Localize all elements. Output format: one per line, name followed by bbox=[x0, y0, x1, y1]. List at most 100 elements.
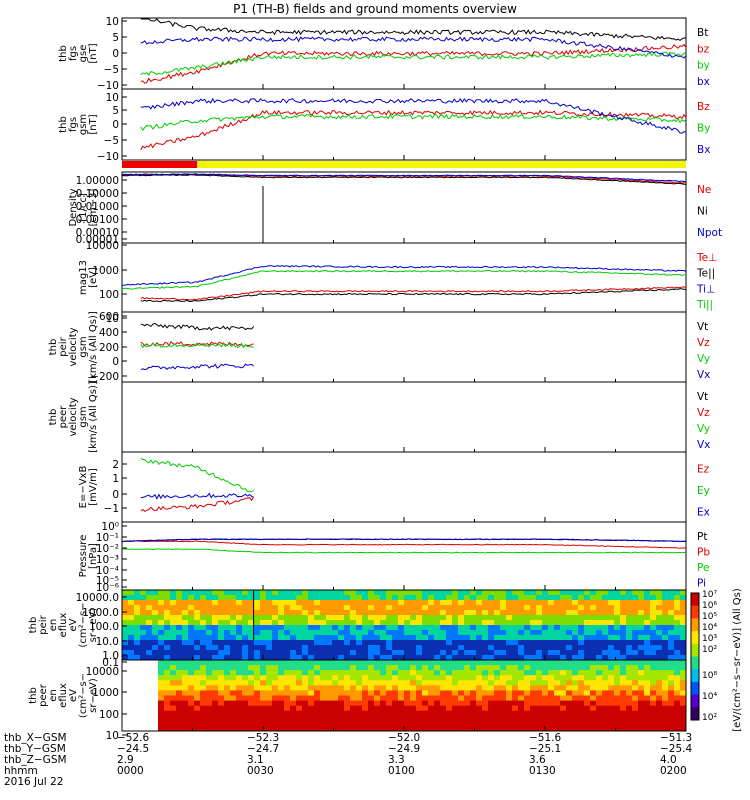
y-tick-label: 5 bbox=[112, 32, 119, 44]
colorbar-tick: 10⁶ bbox=[702, 601, 717, 611]
y-axis-label: thb bbox=[28, 617, 39, 634]
colorbar-label: [eV/(cm²−s−sr−eV)] (All Qs) bbox=[732, 588, 743, 732]
x-tick-y-gsm: −25.4 bbox=[660, 743, 692, 755]
series-pressure-Pi bbox=[121, 538, 687, 543]
legend-entry: bz bbox=[697, 43, 710, 55]
x-tick-hhmm: 0130 bbox=[529, 765, 556, 777]
series-peir_velocity-Vy bbox=[140, 342, 254, 349]
series-temperature-Ti|| bbox=[121, 269, 687, 290]
legend-entry: Vx bbox=[697, 439, 710, 451]
y-axis-label: [cm−3] bbox=[88, 189, 99, 227]
colorbar-tick: 10² bbox=[702, 645, 717, 655]
series-pressure-Pb bbox=[121, 540, 687, 549]
y-tick-label: 0 bbox=[112, 48, 119, 60]
x-tick-hhmm: 0100 bbox=[388, 765, 415, 777]
y-tick-label: 10000 bbox=[86, 240, 119, 252]
y-tick-label: 1.00000 bbox=[76, 175, 119, 187]
legend-entry: Pi bbox=[697, 577, 706, 589]
panel-frame bbox=[121, 17, 687, 90]
y-axis-label: [nT] bbox=[88, 114, 99, 134]
panel-frame bbox=[121, 521, 687, 591]
x-tick-x-gsm: −52.6 bbox=[117, 732, 149, 744]
x-tick-z-gsm: 3.6 bbox=[529, 754, 546, 766]
y-axis-label: [mV/m] bbox=[88, 468, 99, 506]
y-tick-label: 0 bbox=[112, 356, 119, 368]
x-tick-z-gsm: 4.0 bbox=[660, 754, 677, 766]
legend-entry: Ez bbox=[697, 464, 710, 476]
y-tick-label: 10⁻⁴ bbox=[96, 565, 119, 577]
panel-frame bbox=[121, 451, 687, 523]
y-tick-label: 10 bbox=[106, 92, 119, 104]
y-tick-label: 1000 bbox=[92, 265, 119, 277]
y-axis-label: gsm bbox=[78, 114, 89, 135]
y-axis-label: eflux bbox=[58, 613, 69, 638]
mode-bar-segment bbox=[122, 161, 198, 168]
x-tick-y-gsm: −25.1 bbox=[529, 743, 561, 755]
y-axis-label: velocity bbox=[68, 327, 79, 366]
y-tick-label: 10000.0 bbox=[76, 592, 119, 604]
panel-density: 1.000000.100000.010000.001000.000100.000… bbox=[68, 171, 722, 246]
y-axis-label: (cm²−s− bbox=[78, 602, 89, 647]
series-fgs_gse-bz bbox=[140, 43, 687, 84]
series-temperature-Te|| bbox=[140, 288, 687, 303]
legend-entry: Vy bbox=[697, 353, 710, 365]
legend-entry: Bt bbox=[697, 27, 708, 39]
x-row-label: thb_X−GSM bbox=[4, 732, 67, 744]
y-tick-label: 0.00010 bbox=[76, 227, 119, 239]
y-axis-label: [km/s (All Qs)] bbox=[88, 311, 99, 383]
y-tick-label: 10 bbox=[106, 730, 119, 742]
y-tick-label: 10⁻¹ bbox=[96, 532, 119, 544]
y-tick-label: −5 bbox=[104, 135, 119, 147]
series-efield-Ex bbox=[140, 492, 254, 500]
y-tick-label: 10⁻³ bbox=[96, 554, 119, 566]
legend-entry: Bx bbox=[697, 144, 710, 156]
legend-entry: Ne bbox=[697, 184, 711, 196]
colorbar-tick: 10⁴ bbox=[702, 692, 717, 702]
y-axis-label: fgs bbox=[68, 46, 79, 61]
series-density-Ni bbox=[121, 174, 687, 185]
y-axis-label: peer bbox=[58, 405, 69, 429]
figure-title: P1 (TH-B) fields and ground moments over… bbox=[233, 2, 517, 16]
series-efield-Ey bbox=[140, 457, 254, 493]
y-tick-label: 10⁻⁶ bbox=[96, 582, 119, 594]
legend-entry: Vy bbox=[697, 423, 710, 435]
legend-entry: by bbox=[697, 60, 710, 72]
y-tick-label: −10 bbox=[97, 151, 119, 163]
legend-entry: Bz bbox=[697, 101, 710, 113]
y-axis-label: gse bbox=[78, 45, 89, 63]
legend-entry: Pt bbox=[697, 531, 707, 543]
series-density-Npot bbox=[121, 173, 687, 183]
x-tick-z-gsm: 3.3 bbox=[388, 754, 405, 766]
x-tick-x-gsm: −52.0 bbox=[388, 732, 420, 744]
y-axis-label: thb bbox=[58, 116, 69, 133]
panel-frame bbox=[121, 242, 687, 313]
y-tick-label: 1000.0 bbox=[82, 607, 119, 619]
legend-entry: Te|| bbox=[696, 268, 715, 280]
legend-entry: Te⊥ bbox=[696, 252, 717, 264]
mode-bar-segment bbox=[197, 161, 686, 168]
y-tick-label: −1 bbox=[104, 503, 119, 515]
legend-entry: Ni bbox=[697, 206, 708, 218]
legend-entry: Vx bbox=[697, 369, 710, 381]
y-axis-label: peer bbox=[38, 683, 49, 707]
y-tick-label: 10 bbox=[106, 16, 119, 28]
x-row-label: thb_Z−GSM bbox=[4, 754, 67, 766]
y-axis-label: Pressure bbox=[78, 535, 89, 578]
legend-entry: Vz bbox=[697, 407, 710, 419]
series-pressure-Pe bbox=[121, 548, 687, 554]
legend-entry: bx bbox=[697, 76, 710, 88]
series-temperature-Ti⊥ bbox=[121, 265, 687, 286]
y-tick-label: 0.10000 bbox=[76, 188, 119, 200]
panel-frame bbox=[121, 88, 687, 161]
y-tick-label: 10000 bbox=[86, 666, 119, 678]
y-axis-label: velocity bbox=[68, 397, 79, 436]
series-fgs_gsm-By bbox=[140, 113, 687, 132]
x-row-label: thb_Y−GSM bbox=[4, 743, 66, 755]
y-tick-label: 600 bbox=[99, 311, 119, 323]
y-axis-label: [nPa] bbox=[88, 543, 99, 569]
y-axis-label: fgs bbox=[68, 117, 79, 132]
series-fgs_gsm-Bz bbox=[140, 109, 687, 150]
y-axis-label: Density bbox=[68, 188, 79, 226]
